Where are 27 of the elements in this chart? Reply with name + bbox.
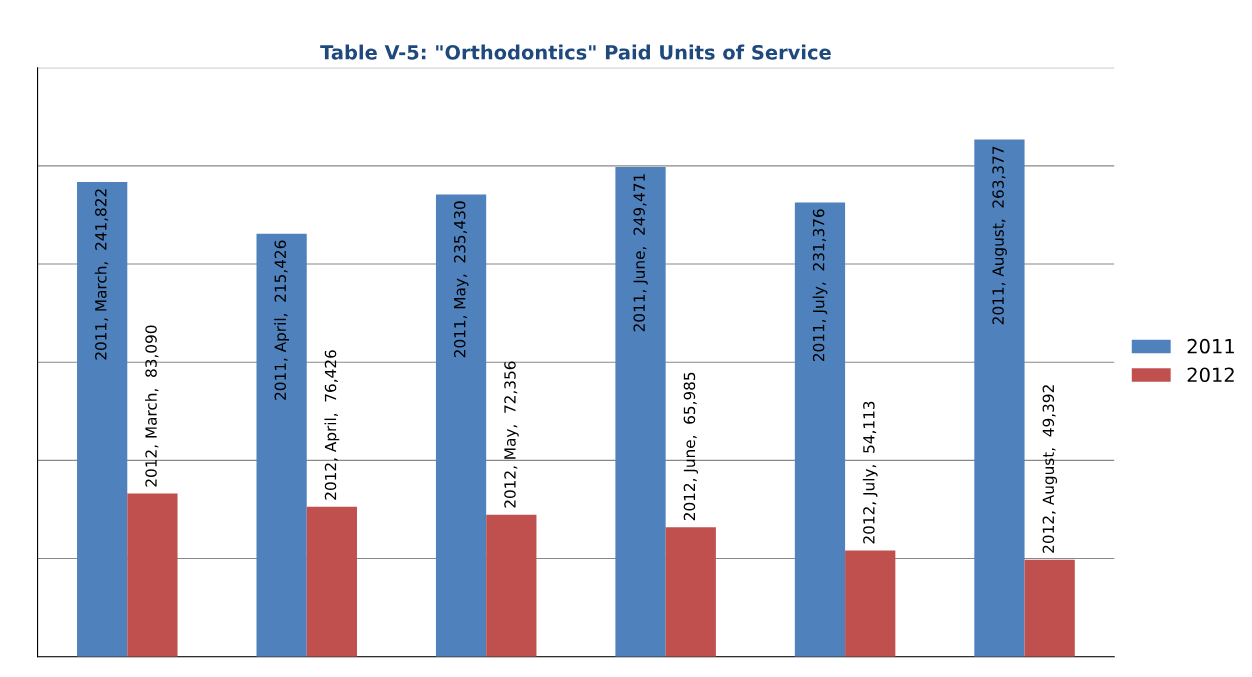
data-label: 2011, June, 249,471 [633, 174, 648, 332]
data-label: 2012, July, 54,113 [862, 401, 878, 544]
legend-label: 2011 [1187, 338, 1234, 354]
bar [486, 514, 537, 657]
data-label: 2011, April, 215,426 [274, 240, 290, 400]
bar [306, 506, 357, 657]
data-label: 2012, March, 83,090 [145, 325, 159, 487]
bar [615, 166, 666, 657]
data-label: 2011, March, 241,822 [94, 189, 109, 360]
bar [127, 493, 178, 657]
chart-title: Table V-5: "Orthodontics" Paid Units of Service [320, 44, 831, 60]
bar [77, 181, 128, 657]
data-label: 2012, May, 72,356 [504, 361, 519, 508]
legend-label: 2012 [1187, 367, 1234, 383]
data-label: 2011, May, 235,430 [453, 201, 469, 358]
data-label: 2011, August, 263,377 [992, 146, 1007, 325]
bar [794, 202, 846, 657]
bar [665, 527, 716, 657]
data-label: 2012, June, 65,985 [683, 372, 699, 521]
bar [256, 233, 307, 657]
bar [435, 194, 487, 657]
bar [845, 550, 896, 657]
bar [1024, 559, 1075, 657]
data-label: 2012, April, 76,426 [324, 350, 340, 500]
data-label: 2012, August, 49,392 [1042, 385, 1058, 553]
data-label: 2011, July, 231,376 [812, 209, 828, 362]
bar [974, 139, 1025, 657]
